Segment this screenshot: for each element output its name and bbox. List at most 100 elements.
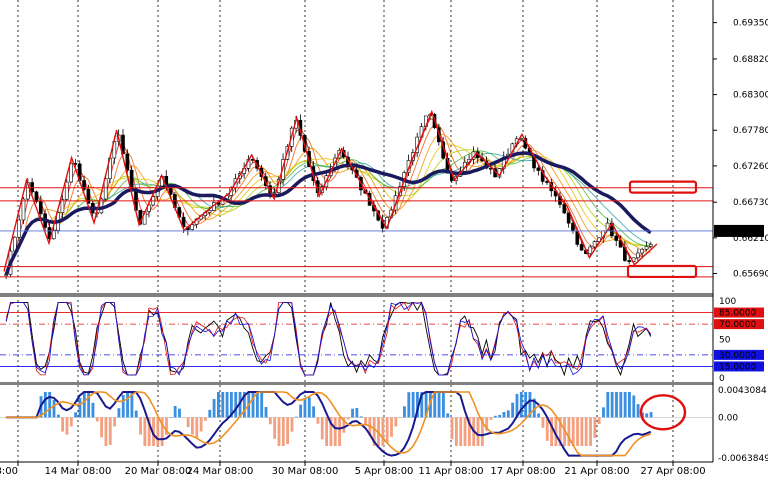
macd-histogram-bar (338, 417, 341, 447)
macd-histogram-bar (286, 417, 290, 444)
candle (17, 214, 21, 241)
macd-histogram-bar (498, 415, 502, 418)
macd-histogram-bar (195, 417, 199, 439)
candle (121, 129, 125, 155)
price-tick-label: 0.66730 (733, 198, 768, 208)
macd-histogram-bar (186, 417, 190, 428)
macd-histogram-bar (325, 417, 328, 447)
macd-histogram-bar (225, 391, 229, 418)
macd-histogram-bar (636, 404, 640, 418)
macd-histogram-bar (619, 391, 623, 418)
macd-histogram-bar (264, 406, 268, 418)
macd-histogram-bar (139, 417, 142, 435)
macd-histogram-bar (333, 417, 337, 447)
time-tick-label: 24 Mar 08:00 (187, 466, 254, 477)
candle (636, 248, 640, 263)
macd-histogram-bar (429, 391, 432, 418)
macd-histogram-bar (610, 391, 614, 418)
candle-body (566, 212, 571, 224)
macd-histogram-bar (416, 391, 419, 418)
candle-body (30, 182, 34, 193)
current-price-tag (714, 224, 764, 237)
price-panel[interactable] (0, 109, 713, 280)
macd-histogram-bar (454, 417, 458, 447)
macd-histogram-bar (329, 417, 333, 447)
macd-histogram-bar (113, 417, 116, 427)
time-tick-label: 11 Apr 08:00 (418, 466, 483, 477)
macd-histogram-bar (160, 417, 164, 447)
candle (536, 165, 541, 176)
price-tick-label: 0.65690 (733, 269, 768, 279)
oscillator-level-label: 70.0000 (719, 320, 756, 330)
macd-histogram-bar (104, 417, 108, 447)
macd-histogram-bar (152, 417, 155, 447)
oscillator-panel[interactable] (0, 301, 713, 377)
macd-histogram-bar (567, 417, 571, 447)
macd-histogram-bar (485, 417, 489, 431)
macd-histogram-bar (390, 417, 393, 437)
price-tick-label: 0.68300 (733, 91, 768, 101)
macd-histogram-bar (554, 417, 558, 447)
candle-body (34, 191, 39, 202)
macd-histogram-bar (277, 417, 281, 447)
macd-histogram-bar (156, 417, 160, 447)
macd-histogram-bar (364, 417, 367, 425)
oscillator-level-tag (714, 349, 764, 360)
time-tick-label: 5 Apr 08:00 (355, 466, 414, 477)
macd-histogram-bar (541, 417, 545, 428)
macd-histogram-bar (411, 391, 415, 418)
macd-histogram-bar (589, 417, 592, 447)
ribbon-ma-line (5, 143, 651, 275)
macd-histogram-bar (121, 395, 125, 418)
price-tick-label: 0.68820 (733, 55, 768, 65)
macd-histogram-bar (143, 417, 147, 447)
candle-body (103, 178, 108, 200)
candle (82, 175, 86, 192)
candle-body (121, 134, 125, 155)
oscillator-tick-label: 50 (719, 336, 731, 346)
macd-histogram-bar (550, 417, 553, 447)
macd-histogram-bar (467, 417, 471, 447)
macd-signal-line (6, 391, 652, 457)
macd-histogram-bar (260, 392, 264, 418)
candle-body (644, 246, 649, 250)
macd-histogram-bar (238, 391, 242, 418)
macd-tick-label: -0.0063849 (718, 454, 768, 464)
macd-tick-label: 0.0043084 (718, 386, 767, 396)
panel-separator (0, 293, 713, 297)
macd-histogram-bar (459, 417, 463, 447)
zigzag-line (3, 109, 658, 272)
macd-histogram-bar (169, 417, 173, 418)
candle-body (99, 198, 104, 214)
candle-body (21, 198, 26, 221)
macd-histogram-bar (316, 417, 320, 424)
oscillator-level-tag (714, 319, 764, 330)
candle (60, 194, 65, 219)
oscillator-level-label: 15.0000 (719, 362, 756, 372)
candle (21, 196, 26, 224)
oscillator-line (5, 301, 652, 376)
macd-histogram-bar (95, 417, 99, 422)
macd-histogram-bar (173, 405, 177, 418)
macd-tick-label: 0.00 (718, 413, 738, 423)
ribbon-ma-line (5, 123, 652, 275)
candle (566, 212, 571, 228)
macd-panel[interactable] (0, 391, 713, 457)
resistance-zone-box (628, 180, 698, 194)
macd-histogram-bar (234, 391, 238, 418)
main-moving-average (4, 151, 652, 276)
macd-histogram-bar (493, 415, 497, 418)
time-tick-label: 17 Apr 08:00 (490, 466, 555, 477)
macd-histogram-bar (563, 417, 566, 447)
macd-histogram-bar (78, 397, 82, 418)
candle-body (579, 244, 584, 251)
oscillator-level-tag (714, 307, 764, 318)
candle-body (125, 153, 130, 171)
macd-histogram-bar (251, 391, 255, 418)
macd-histogram-bar (355, 407, 359, 418)
macd-histogram-bar (476, 417, 480, 447)
candle (69, 160, 73, 184)
macd-histogram-bar (87, 391, 91, 418)
